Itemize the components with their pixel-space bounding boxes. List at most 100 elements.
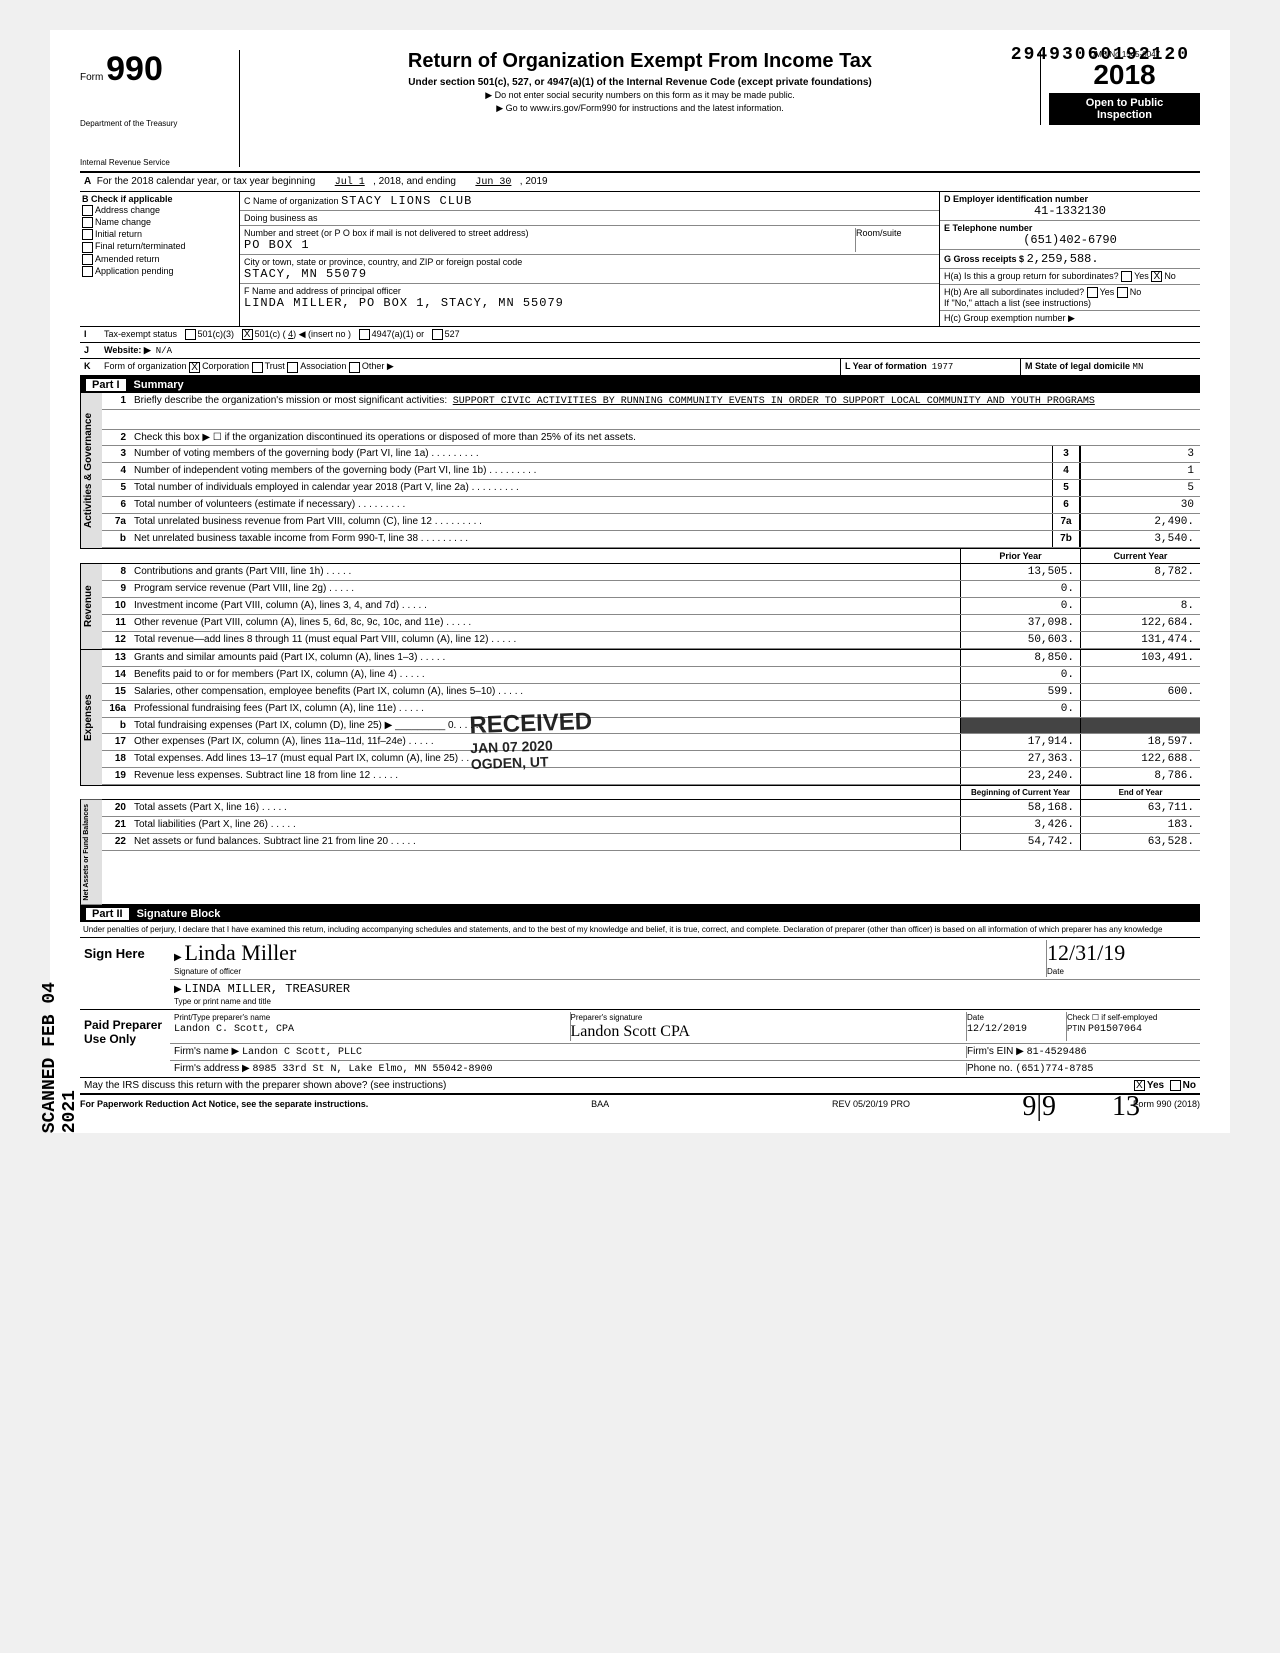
cb-initial: Initial return <box>82 229 237 240</box>
telephone: (651)402-6790 <box>944 233 1196 247</box>
cb-final: Final return/terminated <box>82 241 237 252</box>
open-public-2: Inspection <box>1053 109 1196 121</box>
tab-expenses: Expenses <box>80 650 102 785</box>
tel-label: E Telephone number <box>944 223 1032 233</box>
gross-label: G Gross receipts $ <box>944 254 1024 264</box>
preparer-date: 12/12/2019 <box>967 1024 1027 1035</box>
ha-label: H(a) Is this a group return for subordin… <box>944 271 1119 281</box>
line-a-tail: , 2019 <box>520 176 548 187</box>
ssn-note: ▶ Do not enter social security numbers o… <box>248 90 1032 101</box>
year-formation: 1977 <box>932 362 954 372</box>
data-row: 22Net assets or fund balances. Subtract … <box>102 834 1200 851</box>
balance-col-header: Beginning of Current Year End of Year <box>80 786 1200 800</box>
cb-amended: Amended return <box>82 254 237 265</box>
data-row: 12Total revenue—add lines 8 through 11 (… <box>102 632 1200 649</box>
firm-ein: 81-4529486 <box>1027 1047 1087 1058</box>
section-expenses: Expenses 13Grants and similar amounts pa… <box>80 650 1200 786</box>
data-row: 17Other expenses (Part IX, column (A), l… <box>102 734 1200 751</box>
form-page: 29493060192120 SCANNED FEB 04 2021 Form … <box>50 30 1230 1133</box>
dln: 29493060192120 <box>1011 45 1190 65</box>
officer-printed: LINDA MILLER, TREASURER <box>184 982 350 996</box>
form-number: 990 <box>106 50 163 88</box>
line-a-mid: , 2018, and ending <box>373 176 456 187</box>
part1-header: Part I Summary <box>80 377 1200 393</box>
data-row: 16aProfessional fundraising fees (Part I… <box>102 701 1200 718</box>
ptin: P01507064 <box>1088 1024 1142 1035</box>
line-a-label: For the 2018 calendar year, or tax year … <box>97 176 315 187</box>
part2-header: Part II Signature Block <box>80 906 1200 922</box>
form-label: Form <box>80 72 103 83</box>
preparer-name: Landon C. Scott, CPA <box>174 1024 294 1035</box>
dept-irs: Internal Revenue Service <box>80 158 231 167</box>
tab-governance: Activities & Governance <box>80 393 102 548</box>
form-title: Return of Organization Exempt From Incom… <box>248 50 1032 73</box>
data-row: 14Benefits paid to or for members (Part … <box>102 667 1200 684</box>
city-label: City or town, state or province, country… <box>244 257 522 267</box>
data-row: 19Revenue less expenses. Subtract line 1… <box>102 768 1200 785</box>
year-begin: Jul 1 <box>335 177 365 188</box>
mission: SUPPORT CIVIC ACTIVITIES BY RUNNING COMM… <box>453 396 1095 407</box>
firm-name: Landon C Scott, PLLC <box>242 1047 362 1058</box>
officer-name: LINDA MILLER, PO BOX 1, STACY, MN 55079 <box>244 296 564 310</box>
received-stamp: RECEIVED JAN 07 2020 OGDEN, UT <box>469 708 594 772</box>
year-col-header: Prior Year Current Year <box>80 549 1200 564</box>
identity-block: B Check if applicable Address change Nam… <box>80 192 1200 327</box>
officer-label: F Name and address of principal officer <box>244 286 401 296</box>
handwritten: 9|9 13 <box>1022 1091 1140 1123</box>
cb-address: Address change <box>82 205 237 216</box>
data-row: bNet unrelated business taxable income f… <box>102 531 1200 548</box>
addr-label: Number and street (or P O box if mail is… <box>244 228 528 238</box>
gross-receipts: 2,259,588. <box>1027 252 1099 266</box>
data-row: 18Total expenses. Add lines 13–17 (must … <box>102 751 1200 768</box>
sign-here-block: Sign Here ▶ Linda MillerSignature of off… <box>80 938 1200 1010</box>
section-netassets: Net Assets or Fund Balances 20Total asse… <box>80 800 1200 907</box>
tab-netassets: Net Assets or Fund Balances <box>80 800 102 905</box>
data-row: bTotal fundraising expenses (Part IX, co… <box>102 718 1200 734</box>
hb-note: If "No," attach a list (see instructions… <box>944 298 1091 308</box>
data-row: 3Number of voting members of the governi… <box>102 446 1200 463</box>
room-suite: Room/suite <box>855 228 935 252</box>
tab-revenue: Revenue <box>80 564 102 649</box>
scanned-stamp: SCANNED FEB 04 2021 <box>40 980 80 1133</box>
ein: 41-1332130 <box>944 204 1196 218</box>
section-revenue: Revenue 8Contributions and grants (Part … <box>80 564 1200 650</box>
dept-treasury: Department of the Treasury <box>80 119 231 128</box>
data-row: 8Contributions and grants (Part VIII, li… <box>102 564 1200 581</box>
data-row: 4Number of independent voting members of… <box>102 463 1200 480</box>
col-b-hdr: B Check if applicable <box>82 194 173 204</box>
website: N/A <box>156 346 172 356</box>
data-row: 10Investment income (Part VIII, column (… <box>102 598 1200 615</box>
firm-phone: (651)774-8785 <box>1015 1064 1093 1075</box>
line-i: I Tax-exempt status 501(c)(3) X501(c) ( … <box>80 327 1200 343</box>
firm-address: 8985 33rd St N, Lake Elmo, MN 55042-8900 <box>253 1064 493 1075</box>
data-row: 6Total number of volunteers (estimate if… <box>102 497 1200 514</box>
data-row: 20Total assets (Part X, line 16) . . . .… <box>102 800 1200 817</box>
data-row: 13Grants and similar amounts paid (Part … <box>102 650 1200 667</box>
cb-name: Name change <box>82 217 237 228</box>
state-domicile: MN <box>1133 362 1144 372</box>
url-note: ▶ Go to www.irs.gov/Form990 for instruct… <box>248 103 1032 114</box>
ein-label: D Employer identification number <box>944 194 1088 204</box>
data-row: 5Total number of individuals employed in… <box>102 480 1200 497</box>
dba-label: Doing business as <box>244 213 318 223</box>
org-address: PO BOX 1 <box>244 238 310 252</box>
data-row: 9Program service revenue (Part VIII, lin… <box>102 581 1200 598</box>
hb-label: H(b) Are all subordinates included? <box>944 287 1084 297</box>
officer-signature: Linda Miller <box>184 940 296 965</box>
line-j: J Website: ▶ N/A <box>80 343 1200 359</box>
hc-label: H(c) Group exemption number ▶ <box>944 313 1075 323</box>
data-row: 15Salaries, other compensation, employee… <box>102 684 1200 701</box>
line-k: K Form of organization XCorporation Trus… <box>80 359 1200 376</box>
sign-date: 12/31/19 <box>1047 940 1125 965</box>
open-public-1: Open to Public <box>1053 97 1196 109</box>
form-subtitle: Under section 501(c), 527, or 4947(a)(1)… <box>248 77 1032 88</box>
data-row: 11Other revenue (Part VIII, column (A), … <box>102 615 1200 632</box>
preparer-signature: Landon Scott CPA <box>571 1023 690 1040</box>
org-name-label: C Name of organization <box>244 196 339 206</box>
perjury: Under penalties of perjury, I declare th… <box>80 922 1200 938</box>
org-name: STACY LIONS CLUB <box>341 194 472 208</box>
data-row: 7aTotal unrelated business revenue from … <box>102 514 1200 531</box>
org-city: STACY, MN 55079 <box>244 267 367 281</box>
year-end: Jun 30 <box>475 177 511 188</box>
cb-pending: Application pending <box>82 266 237 277</box>
